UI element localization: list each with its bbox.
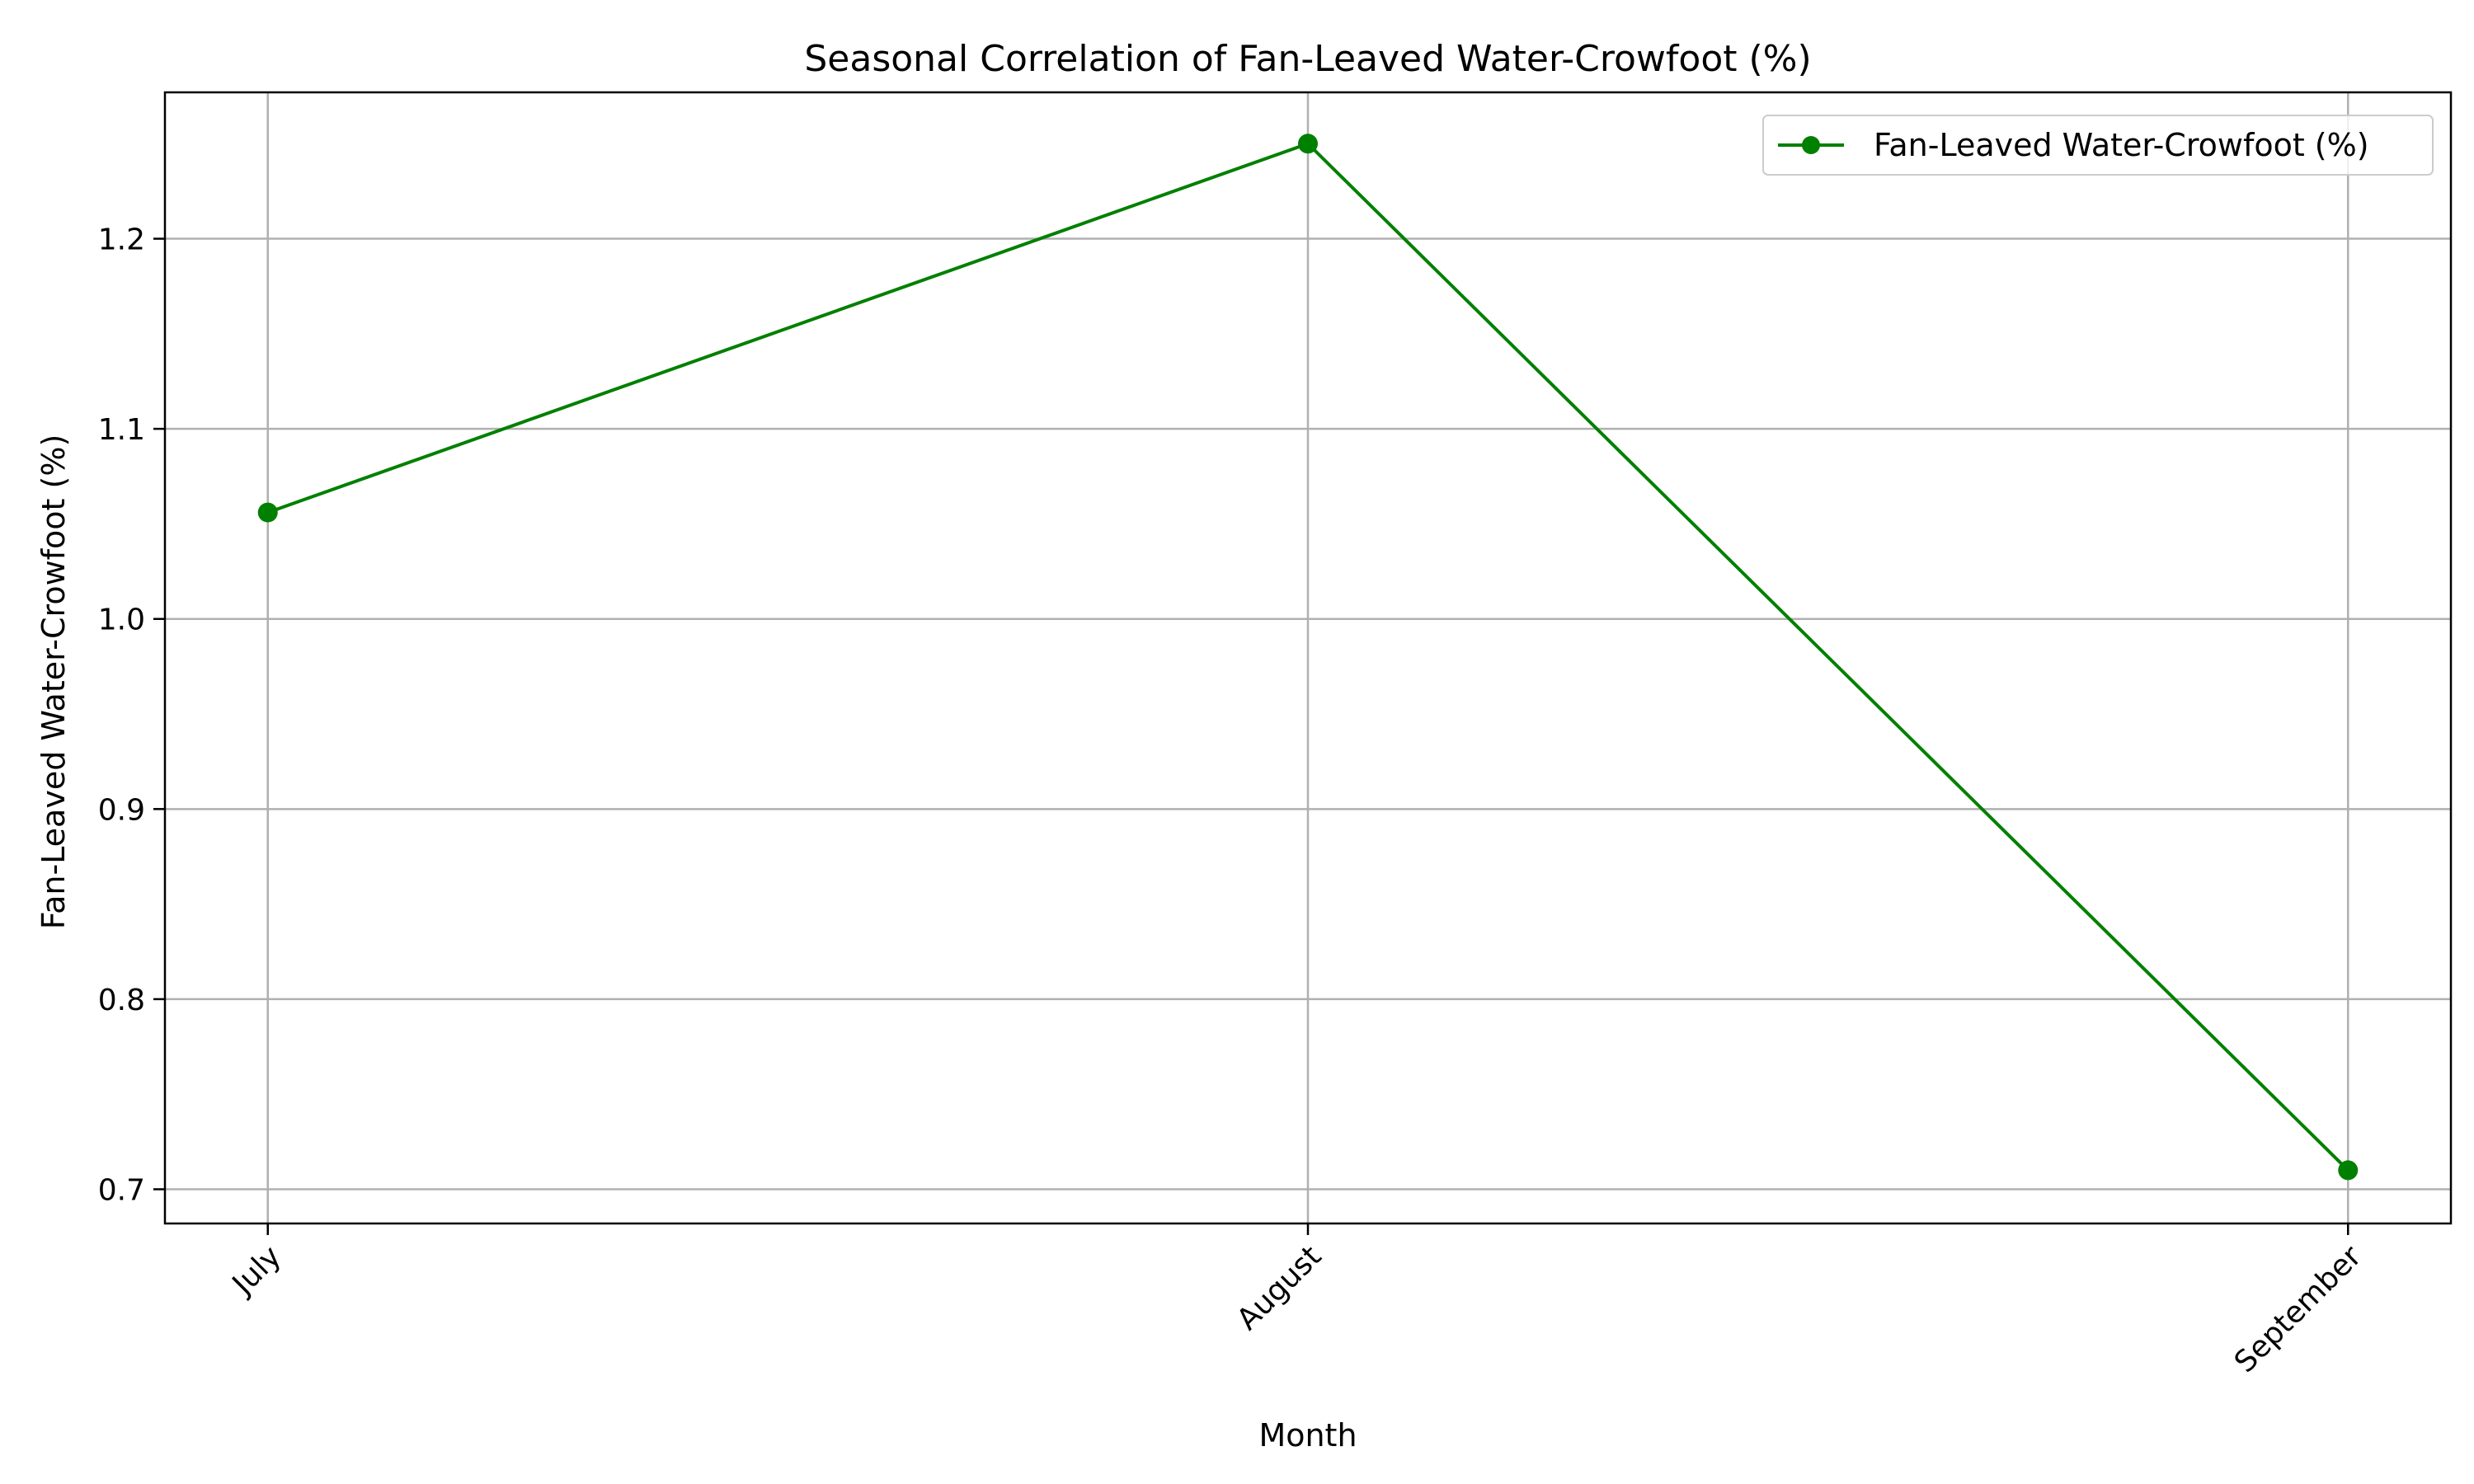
grid bbox=[165, 92, 2451, 1223]
legend: Fan-Leaved Water-Crowfoot (%) bbox=[1762, 115, 2434, 176]
series-layer bbox=[257, 134, 2359, 1181]
axis-ticks: July August September 0.7 0.8 0.9 1.0 1.1 1.2 bbox=[98, 223, 2368, 1380]
y-tick-label: 1.2 bbox=[98, 223, 145, 257]
y-tick-label: 0.7 bbox=[98, 1173, 145, 1207]
x-tick-label: September bbox=[2228, 1239, 2368, 1379]
data-point-marker bbox=[2338, 1160, 2359, 1181]
y-tick-label: 0.9 bbox=[98, 793, 145, 827]
y-tick-label: 1.0 bbox=[98, 603, 145, 637]
x-tick-label: August bbox=[1230, 1239, 1328, 1336]
y-axis-label: Fan-Leaved Water-Crowfoot (%) bbox=[35, 434, 72, 930]
legend-marker-swatch bbox=[1802, 136, 1820, 154]
data-point-marker bbox=[257, 502, 278, 523]
y-tick-label: 0.8 bbox=[98, 984, 145, 1017]
x-tick-label: July bbox=[225, 1239, 288, 1302]
y-tick-label: 1.1 bbox=[98, 413, 145, 447]
legend-entry-label: Fan-Leaved Water-Crowfoot (%) bbox=[1874, 127, 2369, 163]
x-axis-label: Month bbox=[1258, 1417, 1357, 1453]
legend-box bbox=[1762, 115, 2434, 176]
data-point-marker bbox=[1298, 134, 1318, 154]
chart-title: Seasonal Correlation of Fan-Leaved Water… bbox=[804, 38, 1811, 80]
